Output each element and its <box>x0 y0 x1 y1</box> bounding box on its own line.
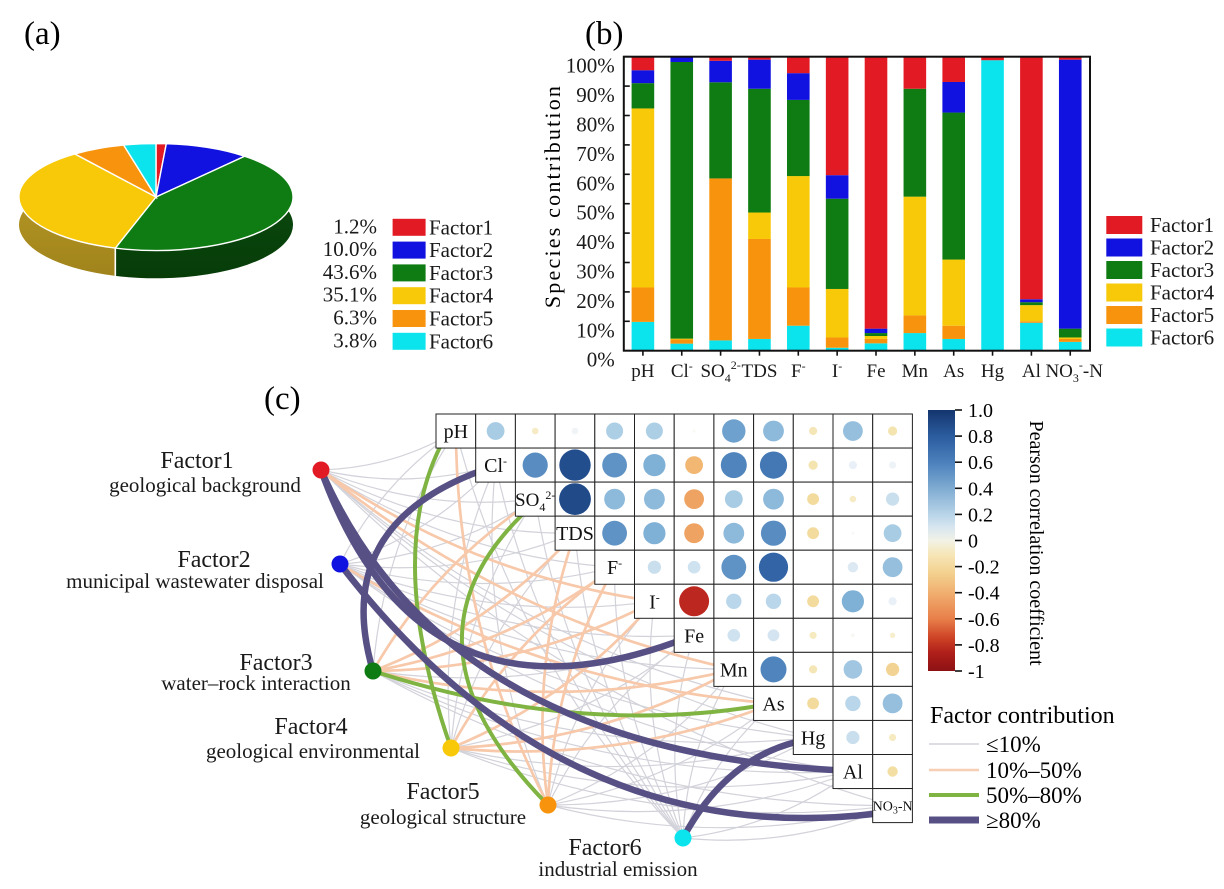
svg-text:-0.4: -0.4 <box>968 583 1000 605</box>
svg-text:0%: 0% <box>587 348 615 372</box>
svg-text:70%: 70% <box>576 142 615 166</box>
svg-text:Factor1: Factor1 <box>160 448 233 474</box>
svg-text:10.0%: 10.0% <box>323 237 377 261</box>
svg-text:Factor4: Factor4 <box>429 284 494 308</box>
svg-text:50%: 50% <box>576 201 615 225</box>
svg-text:10%–50%: 10%–50% <box>986 758 1082 783</box>
svg-text:0.6: 0.6 <box>968 452 993 474</box>
svg-text:geological structure: geological structure <box>360 805 526 829</box>
svg-text:3.8%: 3.8% <box>333 328 377 352</box>
svg-text:TDS: TDS <box>742 361 778 382</box>
svg-text:(c): (c) <box>264 381 301 417</box>
svg-text:Cl-: Cl- <box>484 454 507 477</box>
svg-text:Al: Al <box>1022 361 1041 382</box>
svg-text:Factor3: Factor3 <box>1150 258 1214 282</box>
svg-text:Factor1: Factor1 <box>1150 213 1214 237</box>
svg-text:0.2: 0.2 <box>968 504 993 526</box>
svg-text:50%–80%: 50%–80% <box>986 783 1082 808</box>
svg-text:0: 0 <box>968 531 978 553</box>
svg-text:pH: pH <box>631 361 655 382</box>
svg-text:90%: 90% <box>576 83 615 107</box>
svg-text:Mn: Mn <box>902 361 929 382</box>
svg-text:0.8: 0.8 <box>968 426 993 448</box>
svg-text:60%: 60% <box>576 171 615 195</box>
svg-text:0.4: 0.4 <box>968 478 993 500</box>
svg-text:(b): (b) <box>585 16 623 52</box>
svg-text:-0.6: -0.6 <box>968 609 1000 631</box>
svg-text:Hg: Hg <box>981 361 1005 382</box>
svg-text:Factor contribution: Factor contribution <box>930 703 1115 729</box>
svg-text:100%: 100% <box>566 54 615 78</box>
svg-text:Factor5: Factor5 <box>406 779 479 805</box>
svg-text:(a): (a) <box>24 16 61 52</box>
svg-text:80%: 80% <box>576 113 615 137</box>
svg-text:I-: I- <box>832 359 842 382</box>
svg-text:As: As <box>943 361 964 382</box>
svg-text:Factor4: Factor4 <box>1150 281 1215 305</box>
svg-text:Factor2: Factor2 <box>429 238 493 262</box>
svg-text:geological environmental: geological environmental <box>206 739 420 763</box>
svg-text:Factor4: Factor4 <box>274 714 347 740</box>
svg-text:Fe: Fe <box>684 625 704 647</box>
svg-text:Factor2: Factor2 <box>177 547 250 573</box>
svg-text:1.0: 1.0 <box>968 400 993 422</box>
svg-text:Factor5: Factor5 <box>429 307 493 331</box>
svg-text:-1: -1 <box>968 661 985 683</box>
svg-text:municipal wastewater disposal: municipal wastewater disposal <box>66 569 324 593</box>
svg-text:-0.8: -0.8 <box>968 635 1000 657</box>
svg-text:Factor6: Factor6 <box>429 329 493 353</box>
svg-text:industrial emission: industrial emission <box>538 857 698 881</box>
svg-text:40%: 40% <box>576 230 615 254</box>
svg-text:1.2%: 1.2% <box>333 214 377 238</box>
svg-text:Species contribution: Species contribution <box>540 84 565 308</box>
svg-text:Pearson correlation coefficien: Pearson correlation coefficient <box>1025 420 1047 666</box>
svg-text:20%: 20% <box>576 289 615 313</box>
svg-text:6.3%: 6.3% <box>333 306 377 330</box>
svg-text:Factor6: Factor6 <box>568 835 641 861</box>
svg-text:Cl-: Cl- <box>671 359 693 382</box>
svg-text:NO3-N: NO3-N <box>873 800 913 817</box>
svg-text:water–rock interaction: water–rock interaction <box>161 671 351 695</box>
svg-text:Factor2: Factor2 <box>1150 236 1214 260</box>
svg-text:pH: pH <box>444 421 468 443</box>
svg-text:Mn: Mn <box>720 659 748 681</box>
svg-text:≤10%: ≤10% <box>986 732 1041 757</box>
svg-text:Factor3: Factor3 <box>239 650 312 676</box>
svg-text:TDS: TDS <box>556 523 594 545</box>
svg-text:30%: 30% <box>576 260 615 284</box>
svg-text:43.6%: 43.6% <box>323 260 377 284</box>
svg-text:As: As <box>762 693 784 715</box>
svg-text:Al: Al <box>843 762 863 784</box>
svg-text:Factor5: Factor5 <box>1150 303 1214 327</box>
svg-text:35.1%: 35.1% <box>323 283 377 307</box>
svg-text:≥80%: ≥80% <box>986 808 1041 833</box>
svg-text:geological background: geological background <box>109 473 301 497</box>
svg-text:SO42-: SO42- <box>700 358 740 385</box>
svg-text:Hg: Hg <box>801 728 825 750</box>
svg-text:Fe: Fe <box>867 361 886 382</box>
svg-text:I-: I- <box>649 590 660 613</box>
svg-text:Factor1: Factor1 <box>429 215 493 239</box>
svg-text:-0.2: -0.2 <box>968 557 1000 579</box>
svg-text:Factor6: Factor6 <box>1150 326 1214 350</box>
svg-text:Factor3: Factor3 <box>429 261 493 285</box>
svg-text:10%: 10% <box>576 318 615 342</box>
